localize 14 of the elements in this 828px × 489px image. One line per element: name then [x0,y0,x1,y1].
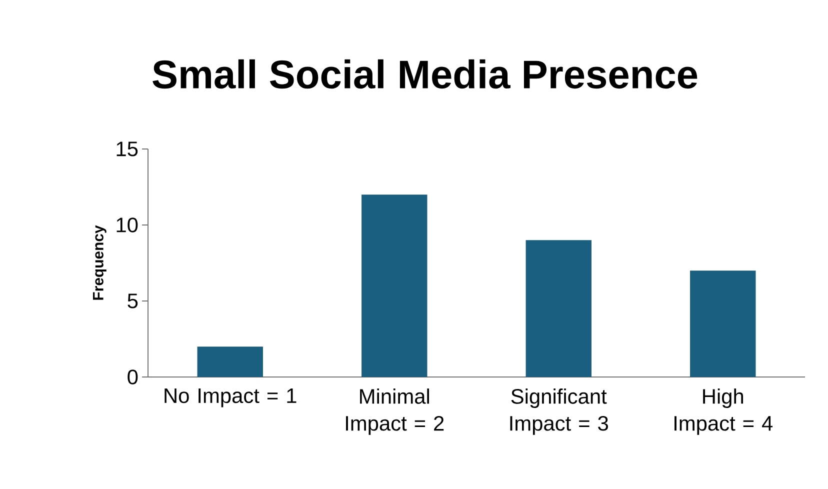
bar [197,346,263,377]
x-tick-label: Minimal Impact = 2 [346,388,444,435]
x-tick-label: No Impact = 1 [164,388,296,408]
chart-title: Small Social Media Presence [152,59,698,89]
x-tick-label: Significant Impact = 3 [510,388,608,435]
y-tick-label: 15 [116,142,138,156]
y-tick-label: 0 [128,370,138,384]
y-tick-label: 5 [128,294,138,308]
bar [526,240,592,377]
bar [690,270,756,377]
y-axis-title: Frequency [92,225,106,300]
y-tick-label: 10 [116,218,138,232]
x-tick-label: High Impact = 4 [674,388,773,435]
bar [362,194,428,377]
